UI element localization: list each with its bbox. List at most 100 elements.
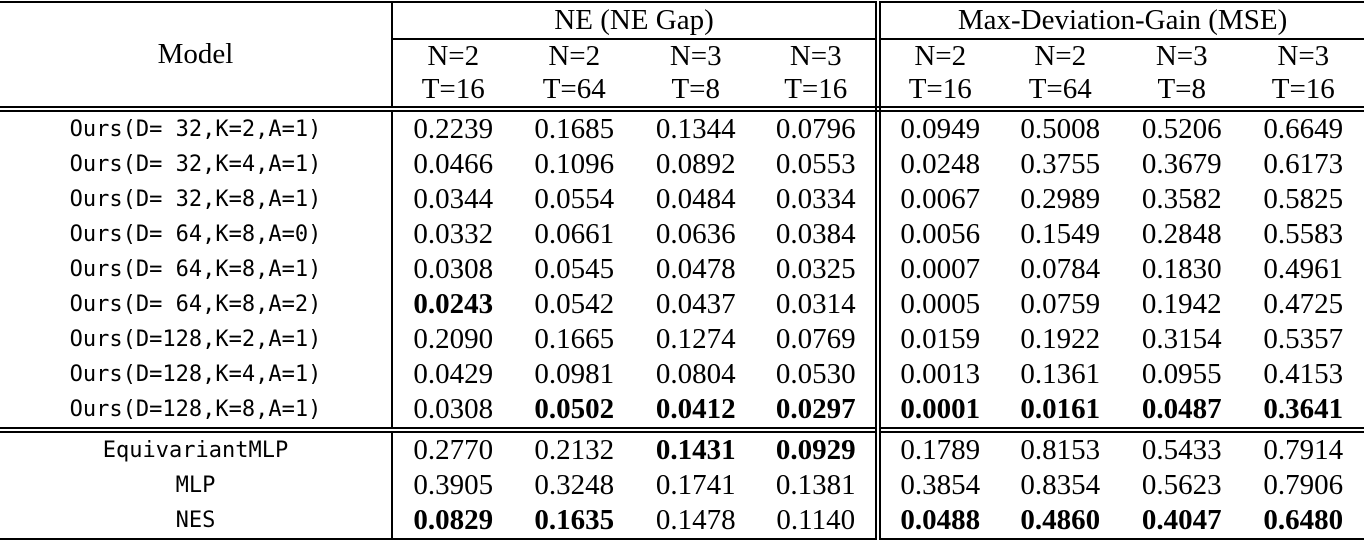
column-header: N=3 T=16 (1242, 39, 1364, 112)
value-cell: 0.3755 (1020, 148, 1101, 180)
value-cell: 0.3154 (1141, 323, 1222, 355)
value-cell: 0.1274 (655, 323, 736, 355)
value-cell: 0.6480 (1263, 504, 1344, 536)
table-row: Ours(D=128,K=4,A=1) 0.0429 0.0981 0.0804 0.0… (0, 357, 1364, 392)
value-cell: 0.0437 (655, 288, 736, 320)
model-name: Ours(D= 64,K=8,A=1) (0, 252, 393, 287)
value-cell: 0.3905 (413, 469, 494, 501)
value-cell: 0.2239 (413, 113, 494, 145)
value-cell: 0.0542 (534, 288, 615, 320)
table-row: Ours(D=128,K=2,A=1) 0.2090 0.1665 0.1274 0.0… (0, 322, 1364, 357)
value-cell: 0.0769 (756, 322, 882, 357)
column-header-t: T=16 (784, 73, 848, 105)
column-header-t: T=8 (1157, 73, 1207, 105)
value-cell: 0.0248 (900, 148, 981, 180)
column-header-n: N=2 (914, 40, 967, 72)
value-cell: 0.0661 (534, 218, 615, 250)
table-row: MLP 0.3905 0.3248 0.1741 0.1381 0.3854 0.8354 0… (0, 468, 1364, 503)
column-header-n: N=2 (1034, 40, 1087, 72)
value-cell: 0.0759 (1020, 288, 1101, 320)
value-cell: 0.0013 (900, 358, 981, 390)
value-cell: 0.8354 (1020, 469, 1101, 501)
value-cell: 0.0545 (534, 253, 615, 285)
value-cell: 0.1665 (534, 323, 615, 355)
value-cell: 0.5206 (1141, 113, 1222, 145)
value-cell: 0.0502 (534, 393, 615, 425)
column-header-t: T=64 (542, 73, 606, 105)
table-row: Ours(D= 64,K=8,A=2) 0.0243 0.0542 0.0437 0.0… (0, 287, 1364, 322)
value-cell: 0.4047 (1141, 504, 1222, 536)
value-cell: 0.0466 (413, 148, 494, 180)
model-column-header: Model (0, 2, 393, 112)
column-header: N=2 T=16 (392, 39, 514, 112)
value-cell: 0.0955 (1141, 358, 1222, 390)
value-cell: 0.0314 (756, 287, 882, 322)
value-cell: 0.5357 (1263, 323, 1344, 355)
table-row: Ours(D= 32,K=8,A=1) 0.0344 0.0554 0.0484 0.0… (0, 182, 1364, 217)
value-cell: 0.1741 (655, 469, 736, 501)
table-row: Ours(D= 64,K=8,A=0) 0.0332 0.0661 0.0636 0.0… (0, 217, 1364, 252)
column-header-t: T=64 (1028, 73, 1092, 105)
value-cell: 0.2989 (1020, 183, 1101, 215)
value-cell: 0.6173 (1263, 148, 1344, 180)
table-row: NES 0.0829 0.1635 0.1478 0.1140 0.0488 0.4860 0… (0, 503, 1364, 539)
column-header: N=3 T=8 (1121, 39, 1243, 112)
value-cell: 0.0159 (900, 323, 981, 355)
value-cell: 0.1685 (534, 113, 615, 145)
value-cell: 0.0553 (756, 147, 882, 182)
model-name: NES (0, 503, 393, 539)
value-cell: 0.1922 (1020, 323, 1101, 355)
value-cell: 0.0412 (655, 393, 736, 425)
value-cell: 0.1140 (756, 503, 882, 539)
value-cell: 0.5433 (1121, 427, 1243, 468)
value-cell: 0.1549 (1020, 218, 1101, 250)
value-cell: 0.0796 (756, 109, 882, 147)
value-cell: 0.0325 (756, 252, 882, 287)
table-header: Model NE (NE Gap) Max-Deviation-Gain (MS… (0, 2, 1364, 112)
column-header-t: T=16 (908, 73, 972, 105)
value-cell: 0.0308 (413, 393, 494, 425)
value-cell: 0.0161 (1020, 393, 1101, 425)
subheader-row: N=2 T=16 N=2 T=64 N=3 T=8 N=3 T=16 N=2 T=16 N=2 T=6… (0, 39, 1364, 112)
value-cell: 0.7914 (1242, 427, 1364, 468)
value-cell: 0.4961 (1263, 253, 1344, 285)
value-cell: 0.7906 (1263, 469, 1344, 501)
table-row: Ours(D= 32,K=4,A=1) 0.0466 0.1096 0.0892 0.0… (0, 147, 1364, 182)
value-cell: 0.0243 (413, 288, 494, 320)
value-cell: 0.0488 (900, 504, 981, 536)
value-cell: 0.0484 (655, 183, 736, 215)
value-cell: 0.0784 (1020, 253, 1101, 285)
model-name: Ours(D=128,K=2,A=1) (0, 322, 393, 357)
value-cell: 0.5008 (1020, 113, 1101, 145)
column-header-n: N=3 (669, 40, 722, 72)
value-cell: 0.5623 (1141, 469, 1222, 501)
value-cell: 0.1431 (635, 427, 757, 468)
value-cell: 0.0892 (655, 148, 736, 180)
column-header: N=3 T=16 (756, 39, 882, 112)
value-cell: 0.0949 (900, 113, 981, 145)
column-header-n: N=3 (1155, 40, 1208, 72)
value-cell: 0.0487 (1141, 393, 1222, 425)
value-cell: 0.0056 (900, 218, 981, 250)
group-header-ne: NE (NE Gap) (392, 2, 882, 40)
value-cell: 0.0297 (756, 392, 882, 430)
value-cell: 0.0007 (900, 253, 981, 285)
table-row: Ours(D=128,K=8,A=1) 0.0308 0.0502 0.0412 0.0… (0, 392, 1364, 430)
model-name: MLP (0, 468, 393, 503)
value-cell: 0.0005 (900, 288, 981, 320)
column-header: N=2 T=64 (999, 39, 1122, 112)
column-header: N=3 T=8 (635, 39, 757, 112)
model-name: Ours(D= 64,K=8,A=0) (0, 217, 393, 252)
table-row: Ours(D= 32,K=2,A=1) 0.2239 0.1685 0.1344 0.0… (0, 109, 1364, 147)
model-name: Ours(D= 32,K=4,A=1) (0, 147, 393, 182)
value-cell: 0.0530 (756, 357, 882, 392)
value-cell: 0.0384 (756, 217, 882, 252)
value-cell: 0.1635 (534, 504, 615, 536)
model-name: Ours(D= 32,K=2,A=1) (0, 109, 393, 147)
value-cell: 0.3641 (1263, 393, 1344, 425)
value-cell: 0.0636 (655, 218, 736, 250)
value-cell: 0.0478 (655, 253, 736, 285)
value-cell: 0.3854 (900, 469, 981, 501)
value-cell: 0.0332 (413, 218, 494, 250)
